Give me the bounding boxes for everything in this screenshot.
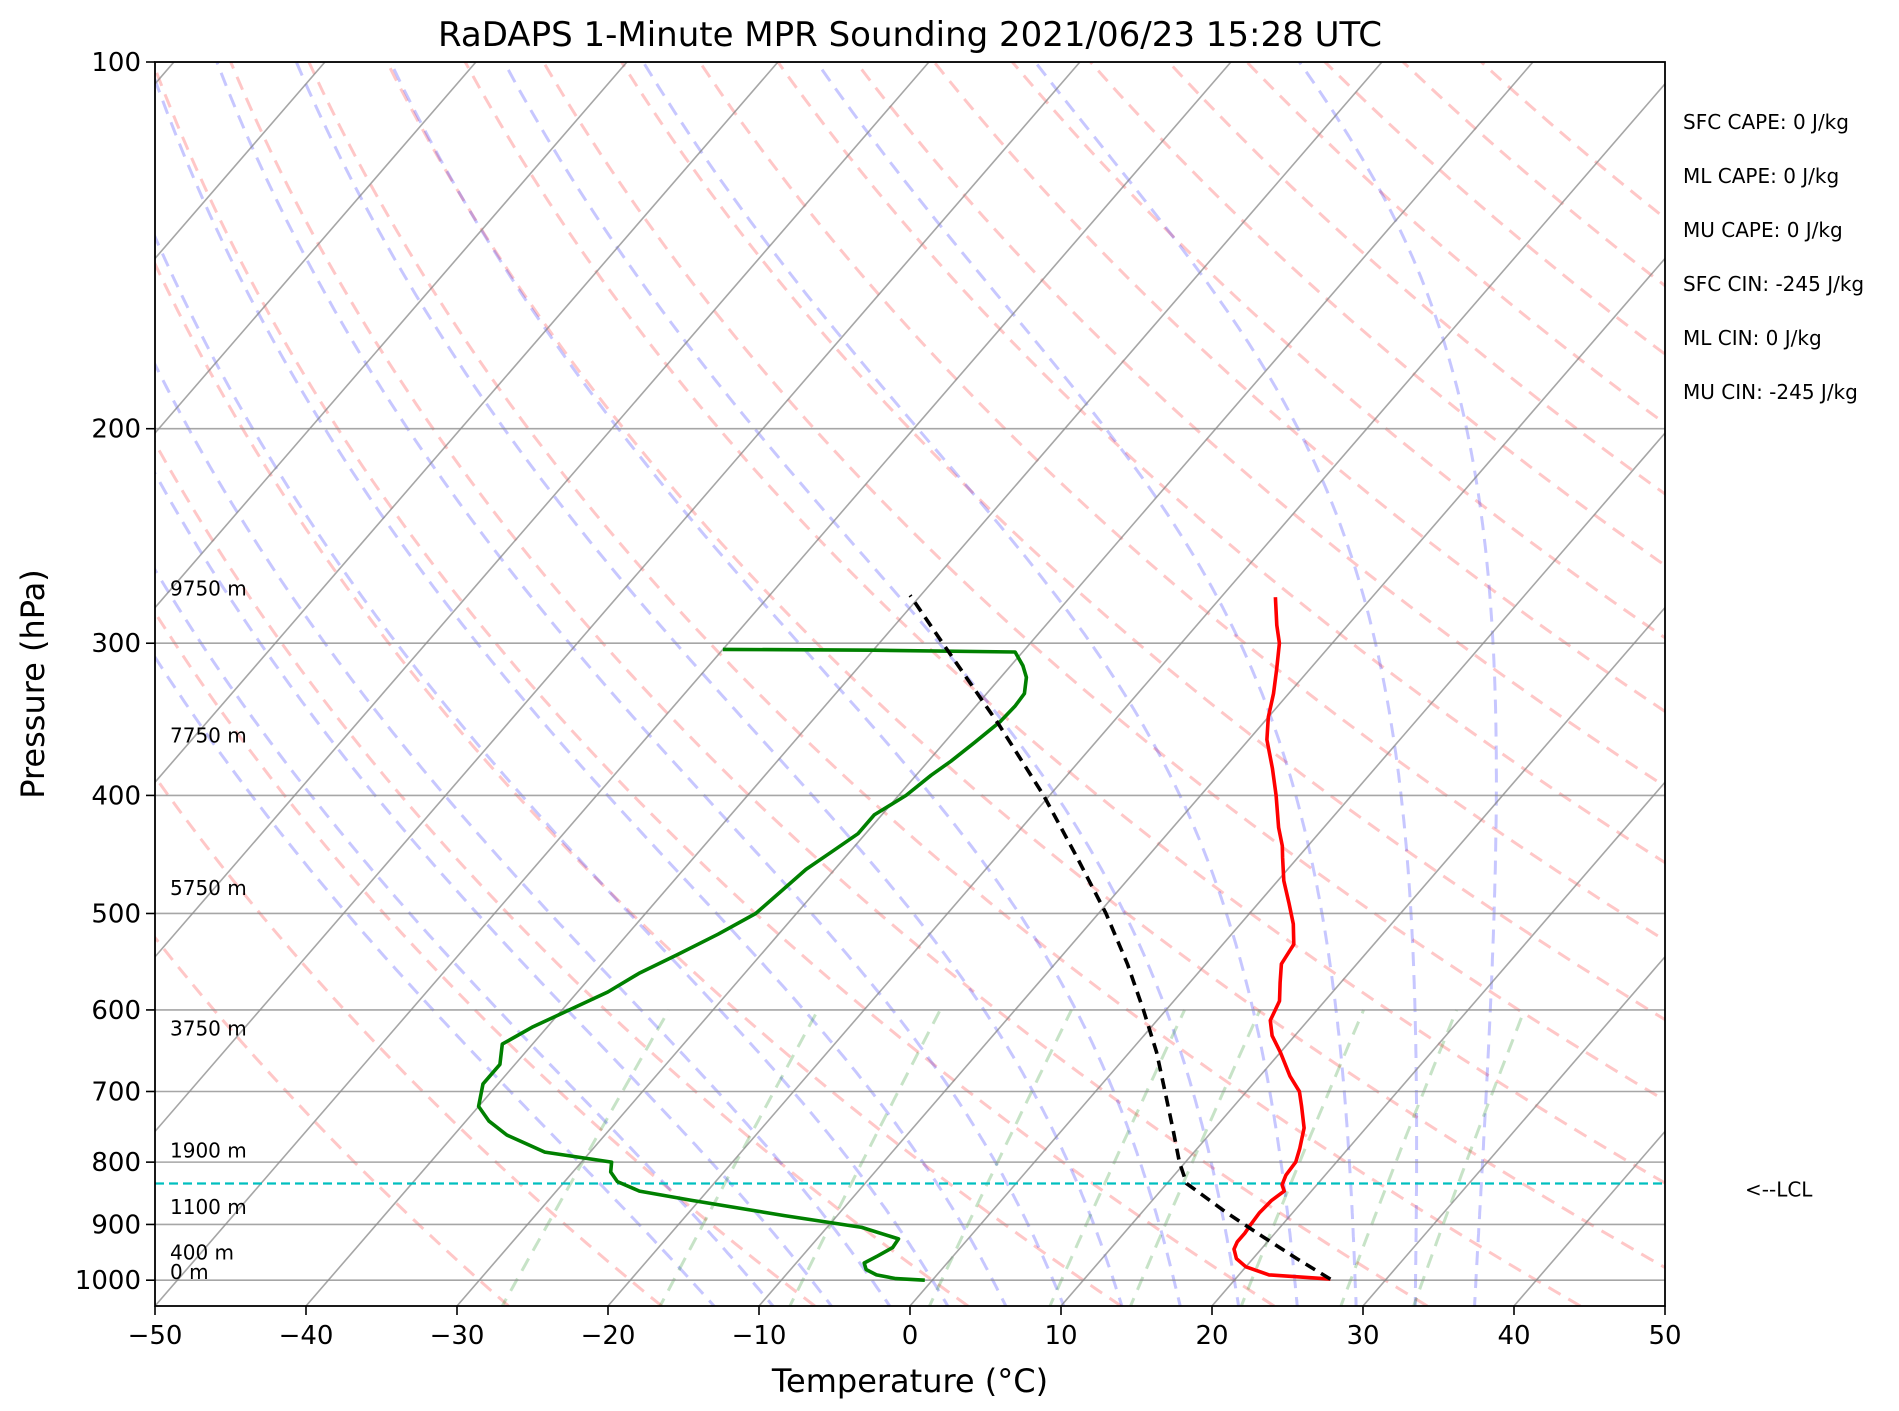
moist-adiabat bbox=[0, 62, 719, 1311]
parcel-profile bbox=[910, 595, 1330, 1279]
y-tick-label: 900 bbox=[91, 1210, 141, 1240]
isotherm bbox=[1212, 62, 1899, 1306]
x-tick-label: 50 bbox=[1648, 1321, 1681, 1351]
x-tick-label: −40 bbox=[279, 1321, 334, 1351]
isotherm bbox=[759, 62, 1835, 1306]
dry-adiabat bbox=[1403, 62, 1899, 1306]
isotherm bbox=[306, 62, 1382, 1306]
isotherm bbox=[910, 62, 1899, 1306]
x-tick-label: 40 bbox=[1497, 1321, 1530, 1351]
dry-adiabat bbox=[309, 62, 1581, 1306]
dry-adiabat bbox=[622, 62, 1899, 1306]
dry-adiabat bbox=[0, 62, 509, 1306]
lcl-label: <--LCL bbox=[1745, 1178, 1813, 1202]
y-axis-label: Pressure (hPa) bbox=[14, 569, 52, 799]
dry-adiabat bbox=[700, 62, 1899, 1306]
moist-adiabat bbox=[149, 62, 1009, 1311]
moist-adiabat bbox=[0, 62, 835, 1311]
x-axis-label: Temperature (°C) bbox=[771, 1362, 1048, 1400]
y-tick-label: 1000 bbox=[75, 1266, 141, 1296]
y-tick-label: 200 bbox=[91, 415, 141, 445]
plot-frame bbox=[155, 62, 1665, 1306]
height-label: 1100 m bbox=[170, 1195, 247, 1219]
x-tick-label: −20 bbox=[581, 1321, 636, 1351]
profile-lines bbox=[155, 595, 1665, 1280]
x-tick-label: 20 bbox=[1195, 1321, 1228, 1351]
isotherm bbox=[1514, 62, 1899, 1306]
stat-line: SFC CIN: -245 J/kg bbox=[1683, 272, 1864, 296]
isotherm bbox=[0, 62, 929, 1306]
stat-line: ML CAPE: 0 J/kg bbox=[1683, 164, 1839, 188]
y-tick-label: 700 bbox=[91, 1077, 141, 1107]
dry-adiabat bbox=[1169, 62, 1899, 1306]
mixing-ratio-line bbox=[1048, 1010, 1185, 1311]
chart-title: RaDAPS 1-Minute MPR Sounding 2021/06/23 … bbox=[438, 15, 1382, 55]
x-tick-label: −10 bbox=[732, 1321, 787, 1351]
height-label: 1900 m bbox=[170, 1138, 247, 1162]
y-tick-label: 400 bbox=[91, 781, 141, 811]
dry-adiabat bbox=[231, 62, 1428, 1306]
dry-adiabat bbox=[74, 62, 1121, 1306]
height-label: 0 m bbox=[170, 1260, 209, 1284]
moist-adiabat bbox=[217, 62, 1066, 1311]
stats-panel: SFC CAPE: 0 J/kg ML CAPE: 0 J/kg MU CAPE: … bbox=[1683, 110, 1864, 404]
stat-line: ML CIN: 0 J/kg bbox=[1683, 326, 1822, 350]
isotherm bbox=[1363, 62, 1899, 1306]
isotherm bbox=[1665, 62, 1899, 1306]
isotherm bbox=[4, 62, 1080, 1306]
dry-adiabat bbox=[465, 62, 1887, 1306]
height-label: 7750 m bbox=[170, 724, 247, 748]
dry-adiabat bbox=[856, 62, 1899, 1306]
mixing-ratio-line bbox=[1128, 1010, 1260, 1311]
dry-adiabat bbox=[1325, 62, 1899, 1306]
height-label: 5750 m bbox=[170, 876, 247, 900]
mixing-ratio-line bbox=[927, 1010, 1071, 1311]
isotherm bbox=[155, 62, 1231, 1306]
x-tick-label: −50 bbox=[128, 1321, 183, 1351]
y-tick-label: 500 bbox=[91, 899, 141, 929]
y-tick-label: 800 bbox=[91, 1148, 141, 1178]
isotherm bbox=[0, 62, 476, 1306]
y-tick-label: 300 bbox=[91, 629, 141, 659]
dry-adiabat bbox=[778, 62, 1899, 1306]
height-label: 9750 m bbox=[170, 576, 247, 600]
x-tick-label: 10 bbox=[1044, 1321, 1077, 1351]
x-tick-label: −30 bbox=[430, 1321, 485, 1351]
dry-adiabat bbox=[0, 62, 968, 1306]
x-tick-label: 0 bbox=[902, 1321, 919, 1351]
dry-adiabat bbox=[0, 62, 662, 1306]
background-lines bbox=[0, 62, 1899, 1311]
y-tick-label: 100 bbox=[91, 48, 141, 78]
stat-line: SFC CAPE: 0 J/kg bbox=[1683, 110, 1849, 134]
dry-adiabat bbox=[1247, 62, 1899, 1306]
moist-adiabat bbox=[391, 62, 1182, 1311]
moist-adiabat bbox=[89, 62, 950, 1311]
height-label: 3750 m bbox=[170, 1017, 247, 1041]
moist-adiabat bbox=[296, 62, 1123, 1311]
isotherm bbox=[608, 62, 1684, 1306]
moist-adiabat bbox=[1299, 62, 1496, 1311]
stat-line: MU CAPE: 0 J/kg bbox=[1683, 218, 1843, 242]
stat-line: MU CIN: -245 J/kg bbox=[1683, 380, 1858, 404]
x-tick-label: 30 bbox=[1346, 1321, 1379, 1351]
dry-adiabat bbox=[1481, 62, 1899, 1306]
grid-lines bbox=[0, 62, 1899, 1306]
y-tick-label: 600 bbox=[91, 996, 141, 1026]
